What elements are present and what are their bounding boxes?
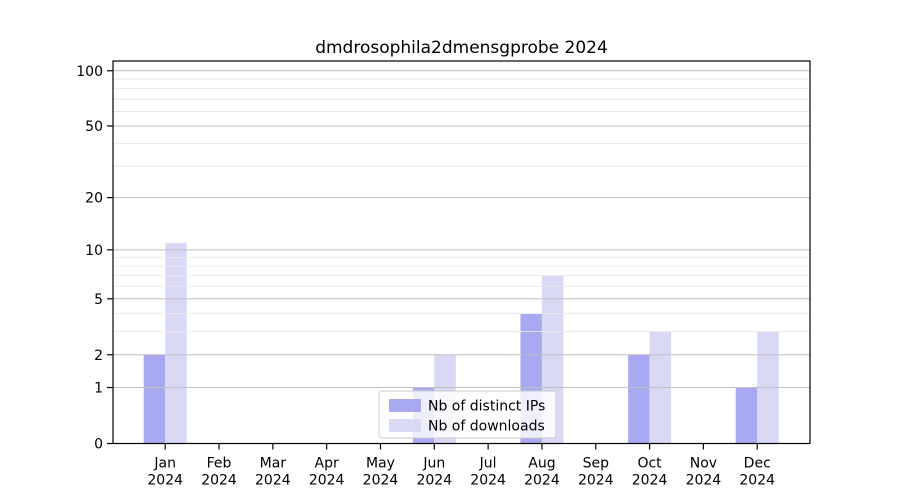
- y-tick-label: 5: [94, 292, 103, 308]
- y-tick-label: 20: [85, 191, 103, 207]
- x-tick-label-month: Dec: [744, 456, 771, 472]
- x-tick-label-year: 2024: [147, 473, 183, 489]
- x-tick-label-year: 2024: [363, 473, 399, 489]
- x-tick-label-year: 2024: [739, 473, 775, 489]
- x-tick-label-year: 2024: [309, 473, 345, 489]
- x-tick-label-month: Apr: [315, 456, 339, 472]
- chart-title: dmdrosophila2dmensgprobe 2024: [315, 38, 608, 58]
- x-tick-label-month: May: [366, 456, 395, 472]
- y-tick-label: 100: [76, 64, 103, 80]
- x-tick-label-year: 2024: [255, 473, 291, 489]
- plot-border: [112, 60, 811, 445]
- x-tick-label-month: Jan: [153, 456, 176, 472]
- y-tick-label: 0: [94, 437, 103, 453]
- y-tick-label: 1: [94, 381, 103, 397]
- legend-label: Nb of downloads: [428, 419, 545, 435]
- x-tick-label-month: Jun: [422, 456, 445, 472]
- y-tick-label: 10: [85, 243, 103, 259]
- legend-label: Nb of distinct IPs: [428, 399, 545, 415]
- bar-nb-of-distinct-ips-dec: [735, 387, 758, 444]
- legend-box: [378, 390, 557, 439]
- x-tick-label-year: 2024: [201, 473, 237, 489]
- x-tick-label-month: Oct: [637, 456, 662, 472]
- legend-swatch: [389, 419, 421, 432]
- x-tick-label-month: Mar: [260, 456, 287, 472]
- x-tick-label-month: Feb: [207, 456, 232, 472]
- bar-nb-of-downloads-jan: [165, 242, 187, 444]
- bar-nb-of-distinct-ips-oct: [628, 354, 650, 444]
- x-tick-label-year: 2024: [578, 473, 614, 489]
- x-tick-label-year: 2024: [470, 473, 506, 489]
- x-tick-label-month: Nov: [690, 456, 717, 472]
- legend-swatch: [389, 399, 421, 412]
- x-tick-label-month: Sep: [583, 456, 610, 472]
- x-tick-label-year: 2024: [686, 473, 722, 489]
- bar-nb-of-distinct-ips-jan: [143, 354, 166, 444]
- x-tick-label-month: Jul: [479, 456, 497, 472]
- y-tick-label: 2: [94, 348, 103, 364]
- x-tick-label-year: 2024: [632, 473, 668, 489]
- x-tick-label-year: 2024: [524, 473, 560, 489]
- x-tick-label-year: 2024: [416, 473, 452, 489]
- x-tick-label-month: Aug: [528, 456, 555, 472]
- y-tick-label: 50: [85, 119, 103, 135]
